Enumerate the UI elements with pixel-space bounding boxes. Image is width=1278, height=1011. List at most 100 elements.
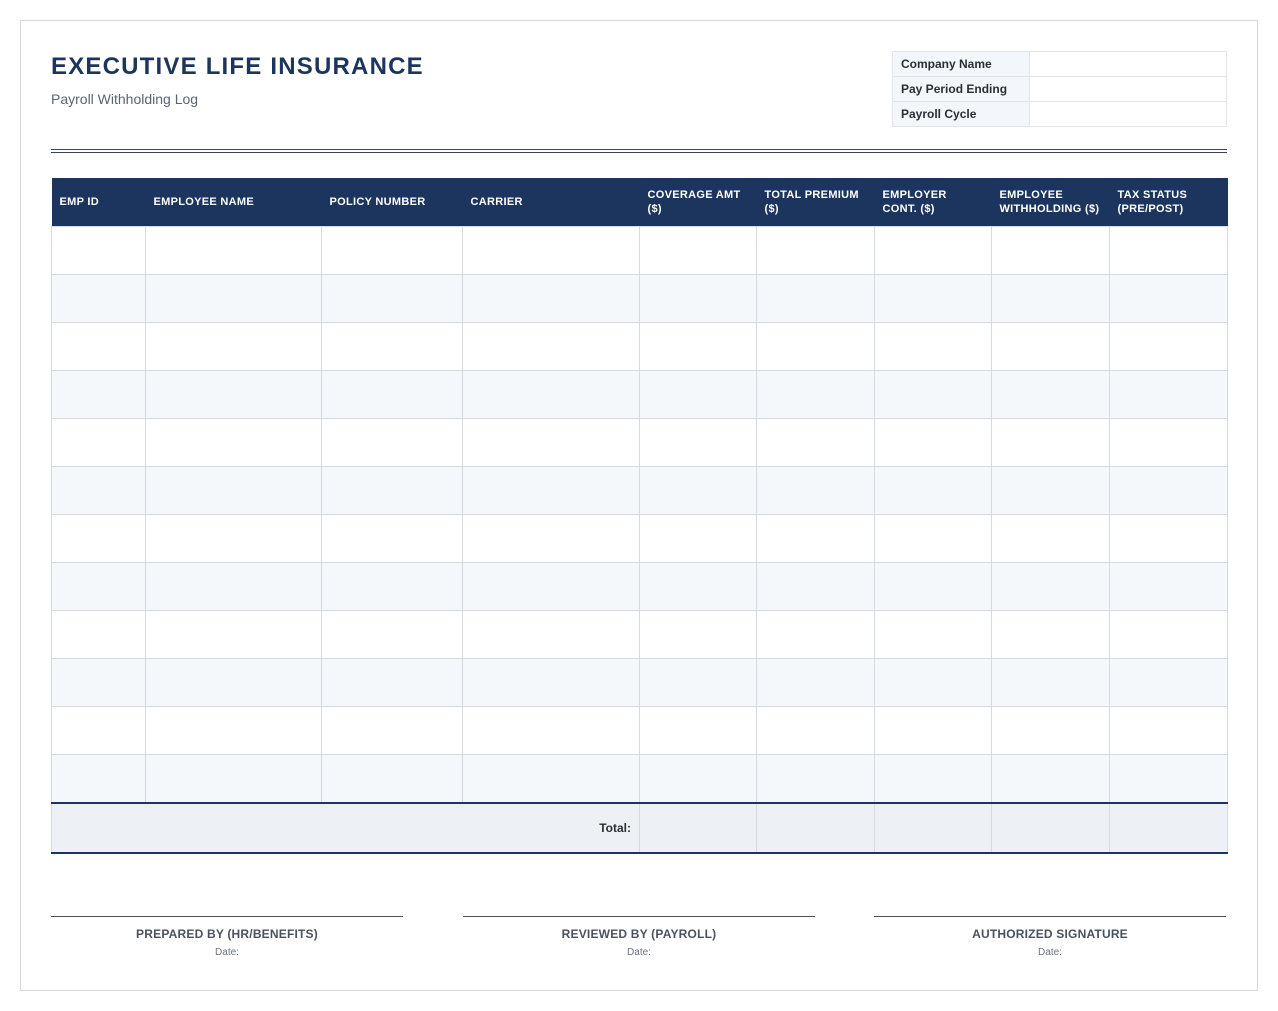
cell[interactable]: [639, 226, 757, 275]
cell[interactable]: [756, 562, 875, 611]
cell[interactable]: [874, 514, 992, 563]
cell[interactable]: [991, 658, 1110, 707]
cell[interactable]: [462, 514, 640, 563]
cell[interactable]: [756, 322, 875, 371]
cell[interactable]: [51, 562, 146, 611]
cell[interactable]: [321, 706, 463, 755]
cell[interactable]: [874, 418, 992, 467]
cell[interactable]: [756, 466, 875, 515]
cell[interactable]: [462, 754, 640, 804]
cell[interactable]: [321, 610, 463, 659]
cell[interactable]: [321, 466, 463, 515]
cell[interactable]: [51, 754, 146, 804]
info-field[interactable]: [1029, 76, 1227, 102]
cell[interactable]: [51, 418, 146, 467]
cell[interactable]: [874, 370, 992, 419]
cell[interactable]: [145, 610, 322, 659]
cell[interactable]: [145, 418, 322, 467]
cell[interactable]: [145, 322, 322, 371]
cell[interactable]: [1109, 370, 1228, 419]
cell[interactable]: [145, 370, 322, 419]
cell[interactable]: [462, 226, 640, 275]
cell[interactable]: [874, 274, 992, 323]
cell[interactable]: [874, 562, 992, 611]
cell[interactable]: [639, 658, 757, 707]
cell[interactable]: [51, 466, 146, 515]
cell[interactable]: [639, 706, 757, 755]
cell[interactable]: [321, 274, 463, 323]
cell[interactable]: [1109, 514, 1228, 563]
cell[interactable]: [51, 706, 146, 755]
cell[interactable]: [756, 610, 875, 659]
cell[interactable]: [991, 322, 1110, 371]
cell[interactable]: [639, 274, 757, 323]
cell[interactable]: [756, 514, 875, 563]
cell[interactable]: [991, 466, 1110, 515]
cell[interactable]: [462, 370, 640, 419]
cell[interactable]: [321, 322, 463, 371]
cell[interactable]: [756, 754, 875, 804]
cell[interactable]: [1109, 418, 1228, 467]
cell[interactable]: [145, 226, 322, 275]
cell[interactable]: [639, 418, 757, 467]
cell[interactable]: [874, 754, 992, 804]
cell[interactable]: [1109, 322, 1228, 371]
cell[interactable]: [51, 322, 146, 371]
cell[interactable]: [639, 754, 757, 804]
cell[interactable]: [462, 418, 640, 467]
cell[interactable]: [639, 610, 757, 659]
cell[interactable]: [874, 226, 992, 275]
cell[interactable]: [462, 322, 640, 371]
cell[interactable]: [51, 370, 146, 419]
cell[interactable]: [756, 274, 875, 323]
cell[interactable]: [145, 658, 322, 707]
info-field[interactable]: [1029, 101, 1227, 127]
cell[interactable]: [991, 370, 1110, 419]
cell[interactable]: [991, 418, 1110, 467]
cell[interactable]: [991, 514, 1110, 563]
cell[interactable]: [321, 418, 463, 467]
cell[interactable]: [991, 706, 1110, 755]
cell[interactable]: [991, 274, 1110, 323]
cell[interactable]: [639, 466, 757, 515]
info-field[interactable]: [1029, 51, 1227, 77]
cell[interactable]: [1109, 610, 1228, 659]
cell[interactable]: [321, 754, 463, 804]
cell[interactable]: [991, 754, 1110, 804]
cell[interactable]: [321, 562, 463, 611]
cell[interactable]: [639, 370, 757, 419]
cell[interactable]: [874, 610, 992, 659]
cell[interactable]: [321, 370, 463, 419]
cell[interactable]: [874, 658, 992, 707]
cell[interactable]: [145, 562, 322, 611]
cell[interactable]: [462, 466, 640, 515]
cell[interactable]: [1109, 706, 1228, 755]
cell[interactable]: [51, 226, 146, 275]
cell[interactable]: [145, 706, 322, 755]
cell[interactable]: [756, 706, 875, 755]
cell[interactable]: [756, 418, 875, 467]
cell[interactable]: [145, 754, 322, 804]
cell[interactable]: [321, 658, 463, 707]
cell[interactable]: [145, 274, 322, 323]
cell[interactable]: [51, 610, 146, 659]
cell[interactable]: [1109, 466, 1228, 515]
cell[interactable]: [51, 514, 146, 563]
cell[interactable]: [321, 226, 463, 275]
cell[interactable]: [639, 562, 757, 611]
cell[interactable]: [991, 562, 1110, 611]
cell[interactable]: [874, 706, 992, 755]
cell[interactable]: [874, 466, 992, 515]
cell[interactable]: [1109, 562, 1228, 611]
cell[interactable]: [756, 370, 875, 419]
cell[interactable]: [462, 658, 640, 707]
cell[interactable]: [756, 658, 875, 707]
cell[interactable]: [145, 514, 322, 563]
cell[interactable]: [145, 466, 322, 515]
cell[interactable]: [462, 274, 640, 323]
cell[interactable]: [639, 322, 757, 371]
cell[interactable]: [991, 226, 1110, 275]
cell[interactable]: [462, 706, 640, 755]
cell[interactable]: [51, 274, 146, 323]
cell[interactable]: [1109, 658, 1228, 707]
